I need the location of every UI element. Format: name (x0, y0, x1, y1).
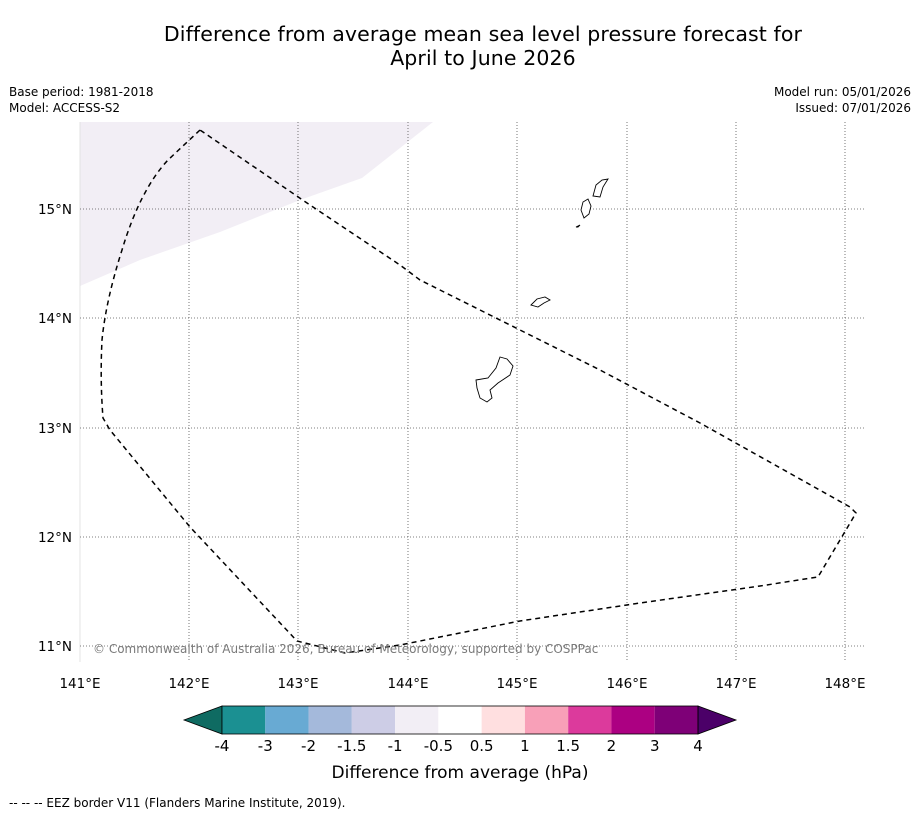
colorbar-segment (611, 706, 655, 734)
colorbar-segment (654, 706, 698, 734)
colorbar-segment (308, 706, 352, 734)
colorbar-segment (438, 706, 482, 734)
lon-label: 143°E (277, 676, 318, 692)
colorbar-outline (221, 705, 699, 735)
colorbar-tick-label: -0.5 (424, 737, 453, 755)
lon-label: 141°E (59, 676, 100, 692)
title-line-1: Difference from average mean sea level p… (163, 22, 803, 46)
colorbar-segment (395, 706, 439, 734)
meta-left: Base period: 1981-2018 Model: ACCESS-S2 (9, 84, 154, 116)
lon-label: 147°E (715, 676, 756, 692)
chart-title: Difference from average mean sea level p… (100, 22, 866, 70)
colorbar: -4 -3 -2 -1.5 -1 -0.5 0.5 1 1.5 2 3 4 (182, 705, 738, 755)
colorbar-tick-label: -1 (388, 737, 403, 755)
colorbar-segment (222, 706, 266, 734)
lat-label: 12°N (38, 530, 72, 546)
colorbar-tick-label: -3 (258, 737, 273, 755)
base-period-text: Base period: 1981-2018 (9, 85, 154, 99)
lon-label: 144°E (387, 676, 428, 692)
title-line-2: April to June 2026 (390, 46, 576, 70)
meta-right: Model run: 05/01/2026 Issued: 07/01/2026 (774, 84, 911, 116)
copyright-text: © Commonwealth of Australia 2026, Bureau… (93, 642, 598, 656)
colorbar-segment (351, 706, 396, 734)
colorbar-tick-label: 3 (650, 737, 660, 755)
aguijan-island (575, 224, 581, 228)
eez-border (100, 129, 857, 654)
lon-label: 145°E (496, 676, 537, 692)
lat-label: 14°N (38, 311, 72, 327)
lon-label: 142°E (168, 676, 209, 692)
gridlines (79, 122, 866, 662)
colorbar-extend-high (697, 705, 738, 735)
lat-label: 13°N (38, 421, 72, 437)
guam-island (475, 356, 514, 403)
rota-island (530, 296, 551, 308)
model-text: Model: ACCESS-S2 (9, 101, 121, 115)
colorbar-tick-label: -1.5 (337, 737, 366, 755)
colorbar-tick-label: 2 (607, 737, 617, 755)
islands (475, 178, 609, 403)
lon-labels: 141°E 142°E 143°E 144°E 145°E 146°E 147°… (59, 676, 865, 692)
lon-label: 148°E (824, 676, 865, 692)
colorbar-segment (481, 706, 525, 734)
lat-labels: 15°N 14°N 13°N 12°N 11°N (38, 202, 72, 655)
pressure-anomaly-region (80, 122, 433, 286)
colorbar-tick-label: -2 (301, 737, 316, 755)
colorbar-tick-label: 1 (520, 737, 530, 755)
model-run-text: Model run: 05/01/2026 (773, 85, 911, 99)
colorbar-segment (524, 706, 569, 734)
colorbar-segment (568, 706, 612, 734)
issued-text: Issued: 07/01/2026 (795, 101, 911, 115)
lat-label: 15°N (38, 202, 72, 218)
colorbar-label: Difference from average (hPa) (332, 763, 589, 783)
eez-legend-footer: -- -- -- EEZ border V11 (Flanders Marine… (9, 796, 346, 810)
lat-label: 11°N (38, 639, 72, 655)
colorbar-tick-label: 1.5 (556, 737, 580, 755)
colorbar-tick-label: 0.5 (470, 737, 494, 755)
lon-label: 146°E (606, 676, 647, 692)
colorbar-tick-label: 4 (693, 737, 703, 755)
colorbar-extend-low (182, 705, 223, 735)
colorbar-tick-label: -4 (215, 737, 230, 755)
saipan-island (592, 178, 609, 198)
tinian-island (580, 198, 592, 219)
colorbar-segment (265, 706, 309, 734)
